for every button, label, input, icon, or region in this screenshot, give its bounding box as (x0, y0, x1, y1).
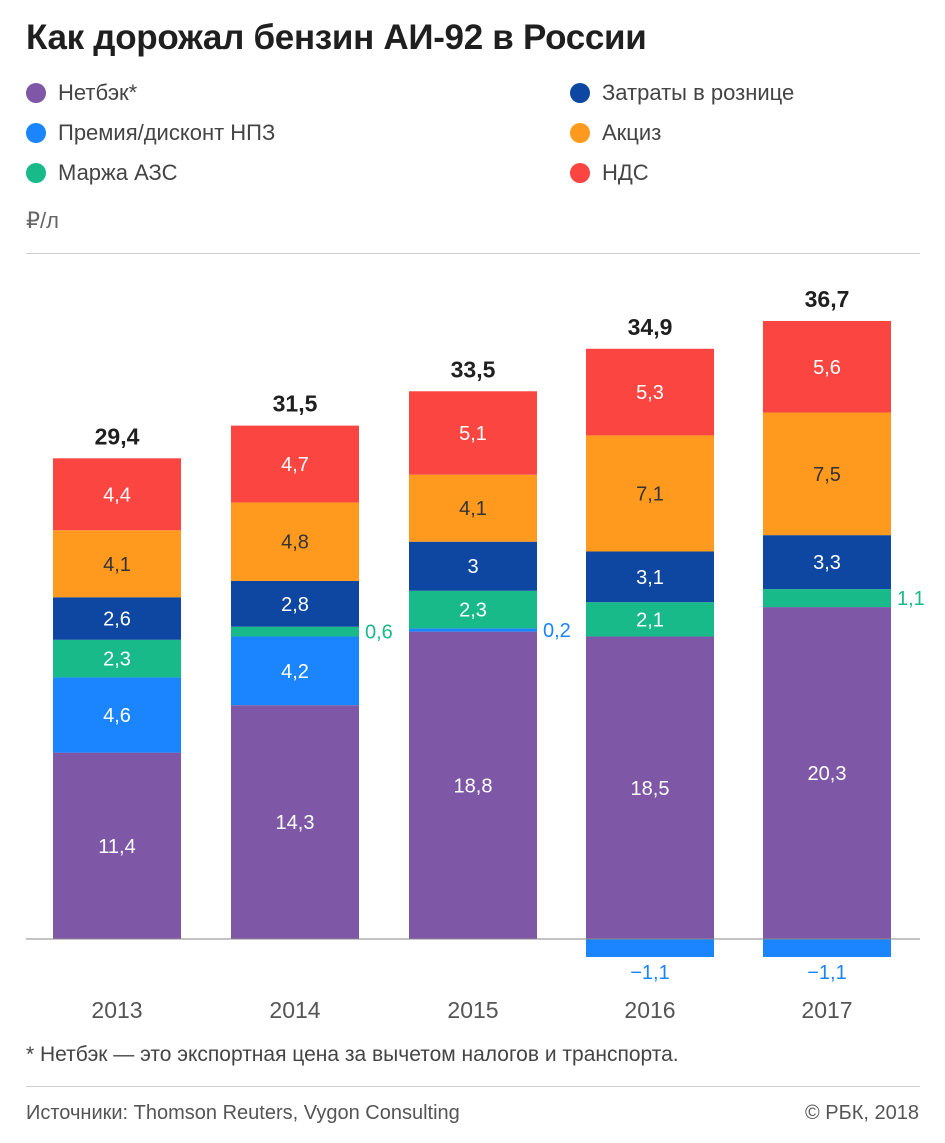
legend-label-premium: Премия/дисконт НПЗ (58, 120, 276, 145)
bar-netback-2015 (409, 631, 537, 939)
legend-label-excise: Акциз (602, 120, 662, 145)
bar-netback-2017 (763, 607, 891, 939)
legend-item-margin: Маржа АЗС (26, 160, 177, 186)
legend-item-netback: Нетбэк* (26, 80, 137, 106)
legend-label-vat: НДС (602, 160, 649, 185)
bar-excise-2016 (586, 435, 714, 552)
legend-item-premium: Премия/дисконт НПЗ (26, 120, 275, 146)
total-label-2013: 29,4 (95, 423, 140, 449)
bar-premium-2014 (231, 636, 359, 706)
bar-netback-2013 (53, 752, 181, 939)
bar-excise-2015 (409, 474, 537, 542)
bar-retail-2016 (586, 551, 714, 603)
data-label-vat-2017: 5,6 (813, 357, 841, 379)
data-label-premium-2014: 4,2 (281, 661, 309, 683)
source-note: Источники: Thomson Reuters, Vygon Consul… (26, 1102, 460, 1124)
bar-retail-2015 (409, 541, 537, 591)
data-label-margin-2014: 0,6 (365, 622, 393, 644)
data-label-retail-2016: 3,1 (636, 567, 664, 589)
legend-swatch-vat (570, 163, 590, 183)
bar-vat-2013 (53, 458, 181, 531)
data-label-premium-2017: −1,1 (807, 962, 846, 984)
bar-retail-2014 (231, 580, 359, 627)
total-label-2017: 36,7 (805, 286, 850, 312)
legend-swatch-netback (26, 83, 46, 103)
data-label-excise-2014: 4,8 (281, 532, 309, 554)
bar-excise-2013 (53, 530, 181, 598)
legend-swatch-premium (26, 123, 46, 143)
bottom-divider (26, 1086, 920, 1087)
legend-item-excise: Акциз (570, 120, 661, 146)
bar-retail-2013 (53, 597, 181, 640)
bar-retail-2017 (763, 535, 891, 590)
data-label-netback-2013: 11,4 (98, 836, 135, 858)
bar-margin-2016 (586, 602, 714, 637)
bar-vat-2014 (231, 425, 359, 503)
data-label-netback-2014: 14,3 (276, 812, 315, 834)
x-tick-2016: 2016 (624, 997, 675, 1023)
legend-swatch-retail (570, 83, 590, 103)
total-label-2016: 34,9 (628, 314, 673, 340)
data-label-retail-2014: 2,8 (281, 594, 309, 616)
data-label-margin-2013: 2,3 (103, 649, 131, 671)
copyright: © РБК, 2018 (804, 1102, 919, 1124)
data-label-premium-2015: 0,2 (543, 620, 571, 642)
bar-netback-2016 (586, 636, 714, 939)
bar-margin-2017 (763, 589, 891, 608)
x-tick-2017: 2017 (801, 997, 852, 1023)
bar-margin-2013 (53, 639, 181, 678)
legend-swatch-excise (570, 123, 590, 143)
bar-margin-2014 (231, 626, 359, 637)
top-divider (26, 253, 920, 254)
bar-vat-2015 (409, 391, 537, 475)
data-label-excise-2013: 4,1 (103, 554, 131, 576)
data-label-retail-2015: 3 (467, 556, 478, 578)
total-label-2014: 31,5 (273, 391, 318, 417)
bar-netback-2014 (231, 705, 359, 939)
data-label-margin-2016: 2,1 (636, 609, 664, 631)
legend-item-retail: Затраты в рознице (570, 80, 794, 106)
chart-title: Как дорожал бензин АИ-92 в России (26, 18, 647, 57)
data-label-netback-2016: 18,5 (631, 778, 670, 800)
bar-premium-2015 (409, 628, 537, 632)
legend: Нетбэк* Премия/дисконт НПЗ Маржа АЗС Зат… (0, 0, 945, 200)
data-label-vat-2014: 4,7 (281, 454, 309, 476)
data-label-netback-2017: 20,3 (808, 763, 847, 785)
legend-item-vat: НДС (570, 160, 649, 186)
data-label-vat-2013: 4,4 (103, 484, 131, 506)
data-label-vat-2015: 5,1 (459, 423, 487, 445)
legend-swatch-margin (26, 163, 46, 183)
data-label-excise-2016: 7,1 (636, 483, 664, 505)
unit-label: ₽/л (26, 208, 59, 233)
bar-premium-2016 (586, 939, 714, 957)
legend-label-netback: Нетбэк* (58, 80, 138, 105)
x-tick-2014: 2014 (269, 997, 320, 1023)
data-label-premium-2016: −1,1 (630, 962, 669, 984)
bar-excise-2014 (231, 502, 359, 581)
bar-vat-2017 (763, 320, 891, 413)
data-label-premium-2013: 4,6 (103, 705, 131, 727)
x-tick-2015: 2015 (447, 997, 498, 1023)
data-label-excise-2015: 4,1 (459, 498, 487, 520)
legend-label-margin: Маржа АЗС (58, 160, 178, 185)
bar-excise-2017 (763, 412, 891, 536)
data-label-margin-2017: 1,1 (897, 588, 925, 610)
bar-margin-2015 (409, 590, 537, 629)
data-label-margin-2015: 2,3 (459, 600, 487, 622)
stacked-bar-chart: 11,4 4,6 2,3 2,6 4,1 4,4 29,4 2013 14,3 4,2 0,6 2,8… (26, 286, 925, 1023)
bar-premium-2017 (763, 939, 891, 957)
bar-vat-2016 (586, 348, 714, 436)
legend-label-retail: Затраты в рознице (602, 80, 795, 105)
data-label-netback-2015: 18,8 (454, 775, 493, 797)
bar-premium-2013 (53, 677, 181, 753)
footnote: * Нетбэк — это экспортная цена за вычето… (26, 1043, 679, 1066)
data-label-vat-2016: 5,3 (636, 382, 664, 404)
x-tick-2013: 2013 (91, 997, 142, 1023)
total-label-2015: 33,5 (451, 356, 496, 382)
data-label-excise-2017: 7,5 (813, 464, 841, 486)
data-label-retail-2017: 3,3 (813, 552, 841, 574)
data-label-retail-2013: 2,6 (103, 609, 131, 631)
